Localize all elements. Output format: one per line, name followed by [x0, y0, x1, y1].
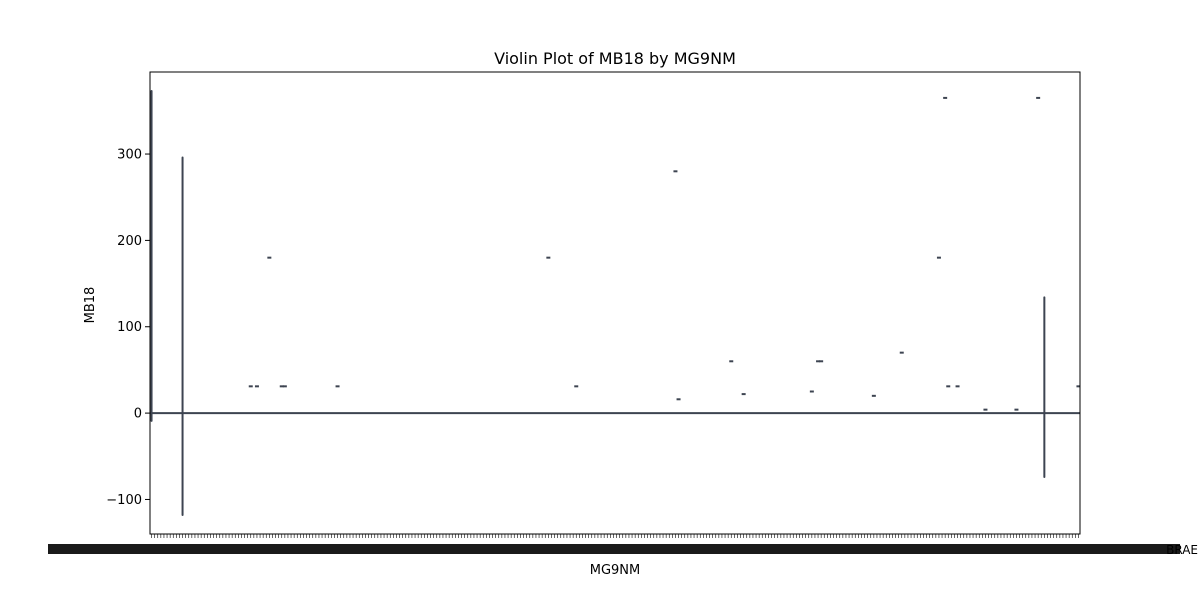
x-tick-label: BRAE — [1166, 543, 1198, 557]
y-tick-label: −100 — [106, 493, 142, 508]
y-tick-label: 0 — [134, 407, 142, 422]
y-tick-label: 200 — [117, 234, 142, 249]
y-tick-label: 100 — [117, 320, 142, 335]
x-axis-label: MG9NM — [590, 563, 641, 578]
y-axis-label: MB18 — [83, 287, 98, 324]
plot-frame — [149, 71, 1081, 535]
y-tick-label: 300 — [117, 148, 142, 163]
x-ticks — [151, 534, 1079, 538]
plot-area — [150, 89, 1081, 517]
y-axis: −100 0 100 200 300 — [106, 148, 150, 508]
x-axis: BRAE — [48, 534, 1198, 557]
chart-title: Violin Plot of MB18 by MG9NM — [494, 49, 736, 68]
x-tick-labels-overlap — [48, 544, 1180, 554]
